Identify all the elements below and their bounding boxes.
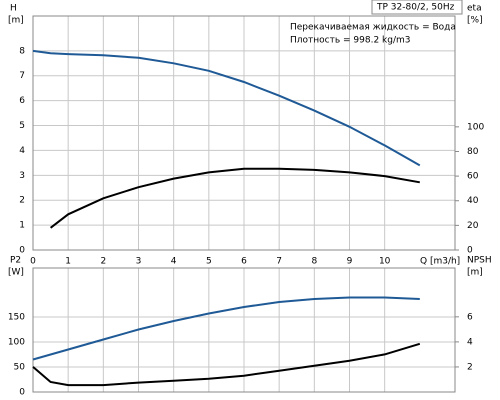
x-tick-label: 6 [241,257,247,267]
x-tick-label: 3 [136,257,142,267]
y-axis-unit: [W] [8,268,24,278]
x-tick-label: 8 [311,257,317,267]
y2-axis-unit: [%] [467,16,483,26]
y-tick-label: 5 [19,121,25,131]
y-tick-label: 150 [8,313,25,323]
y-tick-label: 0 [19,246,25,256]
curve [49,167,420,229]
y-tick-label: 7 [19,71,25,81]
curve [32,296,420,361]
x-tick-label: 0 [30,257,36,267]
y2-tick-label: 2 [467,362,473,372]
x-tick-label: 2 [100,257,106,267]
chart-title: TP 32-80/2, 50Hz [376,3,455,13]
y-tick-label: 0 [19,388,25,398]
y2-axis-unit: [m] [467,268,483,278]
title-box [371,0,463,15]
x-tick-label: 5 [206,257,212,267]
y2-tick-label: 4 [467,337,473,347]
y-tick-label: 50 [14,363,26,373]
y-axis-unit: [m] [8,16,24,26]
x-tick-label: 4 [171,257,177,267]
y-tick-label: 1 [19,221,25,231]
y-axis-label: P2 [10,256,21,266]
y2-tick-label: 20 [467,221,479,231]
y2-axis-label: NPSH [467,256,492,266]
curve [32,342,421,387]
y-tick-label: 6 [19,96,25,106]
y2-tick-label: 100 [467,122,484,132]
x-tick-label: 10 [379,257,391,267]
y2-tick-label: 80 [467,147,479,157]
x-tick-label: 1 [65,257,71,267]
y-axis-label: H [10,4,17,14]
y-tick-label: 8 [19,46,25,56]
y2-axis-label: eta [467,4,482,14]
y2-tick-label: 0 [467,246,473,256]
curve [32,49,421,167]
y-tick-label: 100 [8,338,25,348]
y-tick-label: 4 [19,146,25,156]
y2-tick-label: 6 [467,312,473,322]
annotation: Плотность = 998.2 kg/m3 [290,36,411,46]
y2-tick-label: 40 [467,196,479,206]
x-axis-label: Q [m3/h] [420,257,460,267]
plot-frame [32,15,456,251]
y-tick-label: 3 [19,171,25,181]
plot-frame [32,267,456,393]
y2-tick-label: 60 [467,172,479,182]
x-tick-label: 7 [276,257,282,267]
x-tick-label: 9 [347,257,353,267]
y-tick-label: 2 [19,196,25,206]
annotation: Перекачиваемая жидкость = Вода [290,23,456,33]
